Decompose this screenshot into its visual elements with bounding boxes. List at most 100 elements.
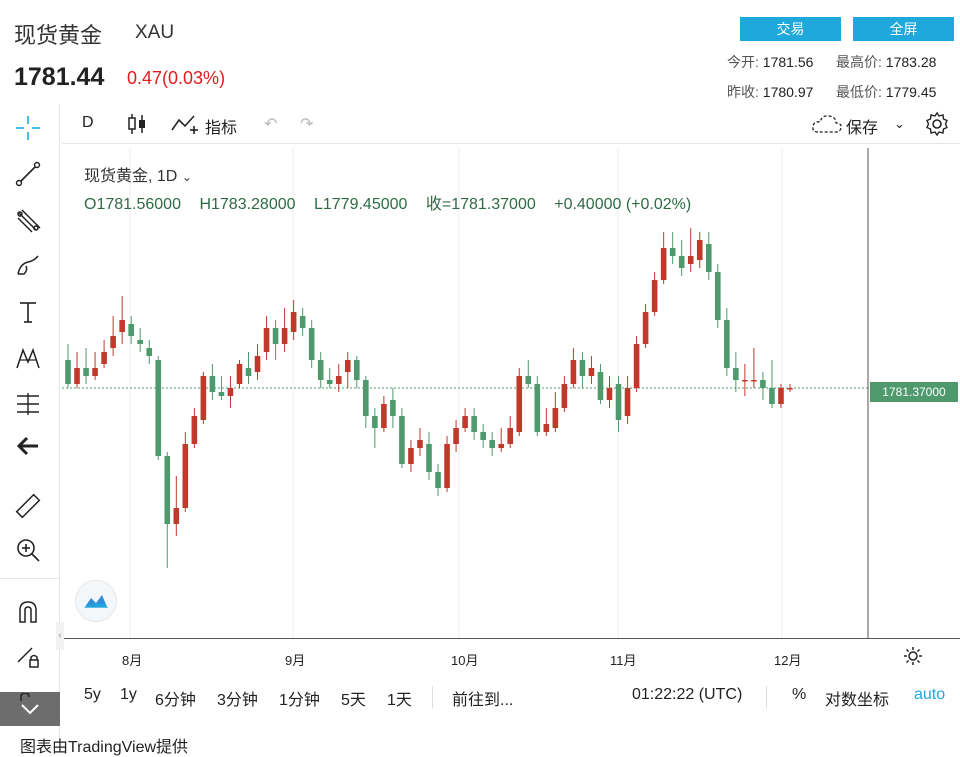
candle-body <box>696 240 703 260</box>
range-1d[interactable]: 1天 <box>387 692 412 709</box>
interval-selector[interactable]: D <box>82 114 94 131</box>
candle-body <box>453 428 459 444</box>
trend-line-icon[interactable] <box>8 156 48 192</box>
gear-icon[interactable] <box>924 111 950 142</box>
open-stat: 今开: 1781.56 <box>727 54 814 70</box>
save-button[interactable]: 保存 <box>846 120 879 137</box>
candle-body <box>687 256 694 264</box>
brush-icon[interactable] <box>8 248 48 284</box>
symbol-label: XAU <box>135 22 175 43</box>
candle-body <box>417 440 423 448</box>
back-arrow-icon[interactable] <box>8 428 48 464</box>
fullscreen-button[interactable]: 全屏 <box>853 17 954 41</box>
candle-body <box>299 316 306 328</box>
bottom-toolbar: 5y 1y 6分钟 3分钟 1分钟 5天 1天 前往到... 01:22:22 … <box>62 680 960 714</box>
candle-body <box>660 248 667 280</box>
candle-body <box>733 368 739 380</box>
candle-body <box>83 368 89 376</box>
page-title: 现货黄金 <box>14 23 103 48</box>
text-tool-icon[interactable] <box>8 294 48 330</box>
candle-body <box>335 376 342 384</box>
candle-body <box>507 428 514 444</box>
pitchfork-icon[interactable] <box>8 202 48 238</box>
candle-body <box>678 256 685 268</box>
candles-icon[interactable] <box>126 112 148 141</box>
time-axis-line <box>62 638 960 639</box>
range-6min[interactable]: 6分钟 <box>155 692 196 709</box>
indicators-button[interactable]: 指标 <box>205 120 238 137</box>
candle-body <box>218 392 225 396</box>
candle-body <box>191 416 198 444</box>
current-price: 1781.44 <box>14 63 105 91</box>
range-1min[interactable]: 1分钟 <box>279 692 320 709</box>
candle-body <box>408 448 414 464</box>
candle-body <box>137 340 143 344</box>
range-3min[interactable]: 3分钟 <box>217 692 258 709</box>
candle-body <box>426 444 432 472</box>
candle-body <box>480 432 486 440</box>
candle-body <box>760 380 766 388</box>
goto-button[interactable]: 前往到... <box>452 692 514 709</box>
chevron-down-icon[interactable]: ⌄ <box>894 116 905 131</box>
collapse-toolbar-button[interactable]: ‹ <box>56 622 64 650</box>
percent-toggle[interactable]: % <box>792 686 807 703</box>
candle-body <box>705 244 712 272</box>
auto-scale-toggle[interactable]: auto <box>914 686 946 703</box>
trade-button[interactable]: 交易 <box>740 17 841 41</box>
magnet-icon[interactable] <box>8 594 48 630</box>
candle-body <box>272 328 279 344</box>
time-axis-label: 8月 <box>122 653 143 668</box>
range-5d[interactable]: 5天 <box>341 692 366 709</box>
candle-body <box>399 416 405 464</box>
fib-tool-icon[interactable] <box>8 386 48 422</box>
candle-body <box>769 388 775 404</box>
tradingview-logo-icon[interactable] <box>75 580 117 622</box>
candle-body <box>146 348 153 356</box>
candle-body <box>606 388 613 400</box>
legend-open: O1781.56000 <box>84 196 181 213</box>
unlock-icon[interactable] <box>17 688 39 706</box>
candle-body <box>381 404 387 428</box>
candle-body <box>570 360 577 384</box>
clock-display[interactable]: 01:22:22 (UTC) <box>632 686 743 703</box>
scroll-down-button[interactable] <box>0 692 60 726</box>
prev-close-stat: 昨收: 1780.97 <box>727 84 814 100</box>
pattern-icon[interactable] <box>8 340 48 376</box>
candle-body <box>290 312 297 332</box>
undo-icon[interactable]: ↶ <box>264 116 278 133</box>
crosshair-icon[interactable] <box>8 110 48 146</box>
candle-body <box>164 456 171 524</box>
candle-body <box>372 416 378 428</box>
candle-body <box>651 280 658 312</box>
last-price-tag: 1781.37000 <box>870 382 958 402</box>
lock-drawing-icon[interactable] <box>8 638 48 674</box>
chart-credit: 图表由TradingView提供 <box>20 739 189 756</box>
candle-body <box>74 368 80 384</box>
zoom-in-icon[interactable] <box>8 532 48 568</box>
high-stat: 最高价: 1783.28 <box>836 54 937 70</box>
chevron-down-icon[interactable]: ⌄ <box>181 170 192 184</box>
candle-body <box>597 372 604 400</box>
candle-body <box>633 344 640 388</box>
cloud-icon[interactable] <box>810 112 844 141</box>
time-axis-label: 10月 <box>451 653 479 668</box>
candle-body <box>254 356 261 372</box>
range-5y[interactable]: 5y <box>84 686 101 703</box>
legend-title[interactable]: 现货黄金, 1D ⌄ <box>84 168 192 185</box>
candle-body <box>92 368 98 376</box>
ruler-icon[interactable] <box>8 488 48 524</box>
time-axis-label: 11月 <box>610 653 637 668</box>
candle-body <box>669 248 676 256</box>
candle-body <box>245 368 252 376</box>
legend-close: 收=1781.37000 <box>425 196 536 213</box>
log-scale-toggle[interactable]: 对数坐标 <box>825 692 890 709</box>
axis-settings-icon[interactable] <box>903 646 923 671</box>
candle-body <box>344 360 351 372</box>
price-chart[interactable] <box>62 148 960 638</box>
indicators-icon[interactable] <box>170 112 202 141</box>
candle-body <box>101 352 107 364</box>
candle-body <box>390 400 396 416</box>
range-1y[interactable]: 1y <box>120 686 137 703</box>
redo-icon[interactable]: ↷ <box>300 116 314 133</box>
candle-body <box>543 424 550 432</box>
